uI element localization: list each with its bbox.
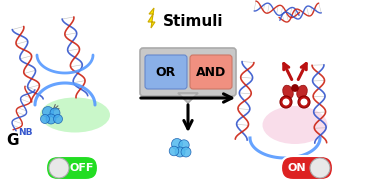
Text: OR: OR [156, 66, 176, 78]
FancyBboxPatch shape [190, 55, 232, 89]
Ellipse shape [297, 85, 307, 99]
Circle shape [310, 158, 330, 178]
Circle shape [291, 84, 298, 91]
Circle shape [175, 147, 185, 157]
Circle shape [169, 146, 179, 156]
Text: OFF: OFF [70, 163, 94, 173]
FancyBboxPatch shape [145, 55, 187, 89]
Circle shape [40, 115, 50, 123]
Circle shape [280, 96, 292, 108]
Ellipse shape [283, 85, 293, 99]
FancyBboxPatch shape [140, 48, 236, 96]
Text: AND: AND [196, 66, 226, 78]
Text: ON: ON [288, 163, 306, 173]
Ellipse shape [262, 106, 327, 144]
Text: Stimuli: Stimuli [163, 14, 224, 29]
Polygon shape [148, 8, 155, 28]
Circle shape [298, 96, 310, 108]
Circle shape [179, 140, 189, 150]
Text: G: G [6, 133, 18, 148]
Circle shape [171, 139, 183, 149]
Circle shape [300, 98, 307, 105]
Polygon shape [178, 93, 198, 103]
Circle shape [181, 147, 191, 157]
Ellipse shape [40, 98, 110, 132]
Circle shape [50, 108, 60, 118]
Circle shape [42, 106, 54, 118]
Circle shape [282, 98, 290, 105]
FancyBboxPatch shape [46, 156, 98, 180]
FancyBboxPatch shape [281, 156, 333, 180]
Text: NB: NB [18, 128, 33, 137]
Circle shape [54, 115, 63, 123]
Circle shape [49, 158, 69, 178]
Circle shape [46, 114, 56, 124]
